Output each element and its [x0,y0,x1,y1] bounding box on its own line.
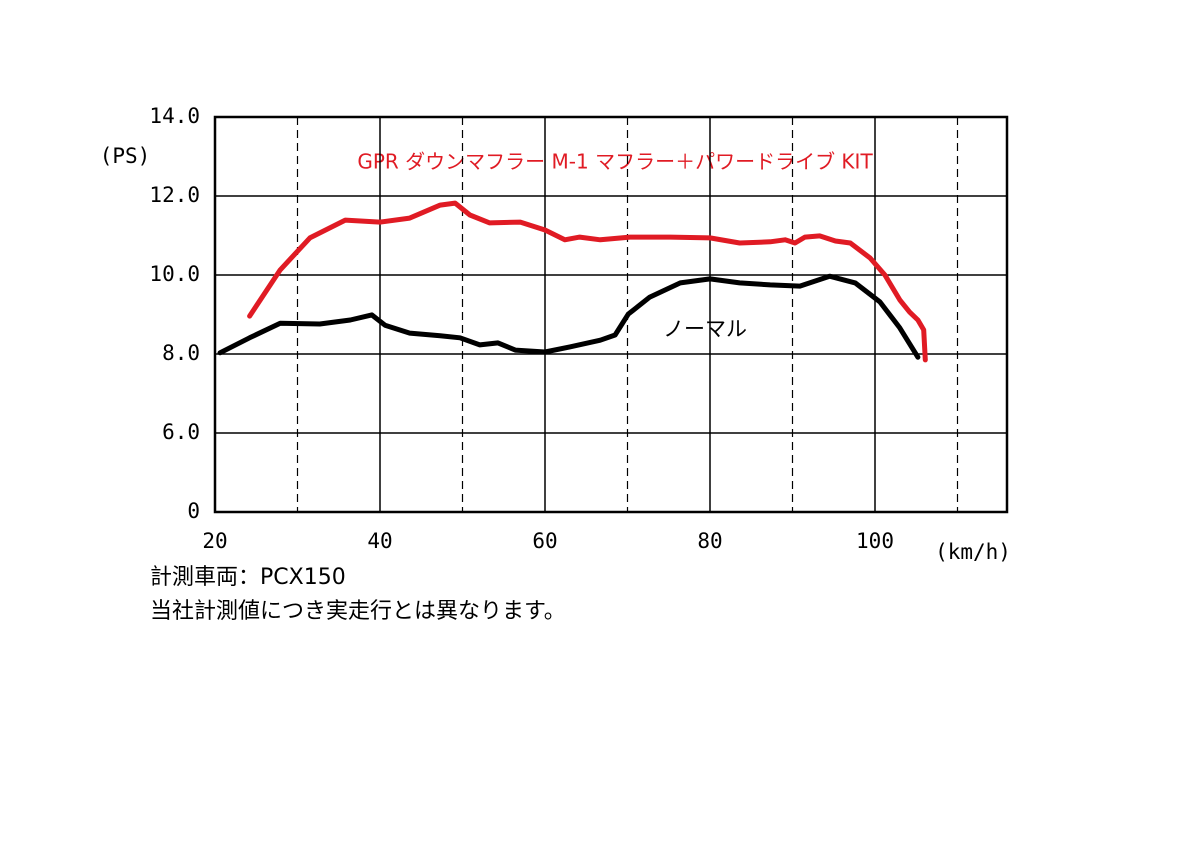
y-tick-label: 0 [187,499,200,523]
annotation: ノーマル [663,317,747,341]
chart-title: GPR ダウンマフラー M-1 マフラー＋パワードライブ KIT [357,150,873,174]
x-axis-label: (km/h) [935,540,1011,564]
x-tick-label: 100 [856,529,894,553]
y-axis-label: (PS) [100,144,151,168]
plot-frame [213,115,1009,514]
y-tick-label: 12.0 [149,183,200,207]
x-tick-label: 80 [697,529,722,553]
note: 当社計測値につき実走行とは異なります。 [150,599,566,624]
x-tick-label: 20 [202,529,227,553]
note: 計測車両：PCX150 [150,565,346,590]
y-tick-label: 6.0 [162,420,200,444]
x-tick-label: 60 [532,529,557,553]
y-tick-label: 14.0 [149,104,200,128]
data-line [217,273,921,360]
y-tick-label: 8.0 [162,341,200,365]
y-tick-label: 10.0 [149,262,200,286]
data-line [247,200,928,363]
x-tick-label: 40 [367,529,392,553]
